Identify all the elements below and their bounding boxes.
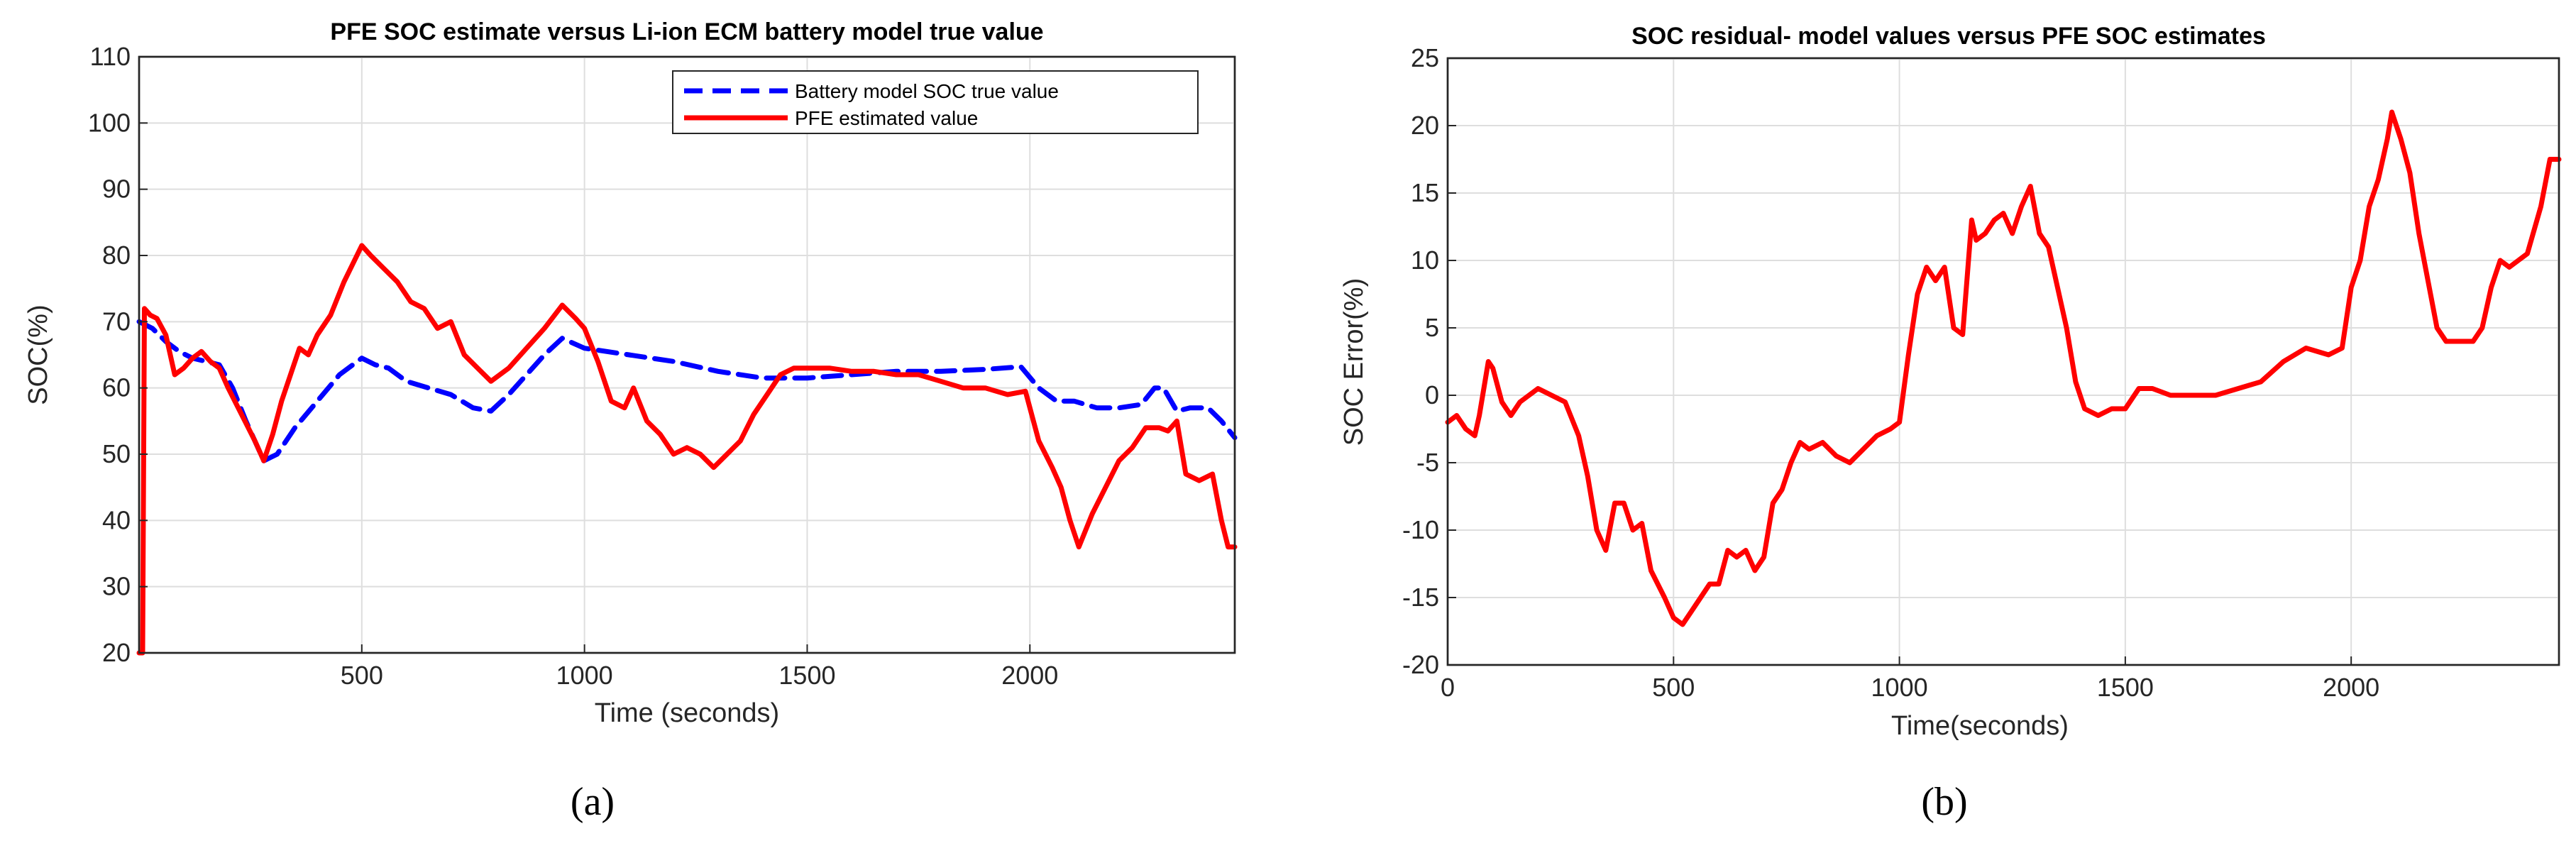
chart-b-xtick-label: 1500 bbox=[2097, 673, 2154, 702]
chart-a-series-line-secondary bbox=[136, 243, 1238, 656]
chart-a-ytick-label: 70 bbox=[102, 307, 131, 336]
chart-a-grid bbox=[139, 57, 1235, 653]
chart-a-ylabel: SOC(%) bbox=[23, 304, 53, 405]
chart-a-xlabel: Time (seconds) bbox=[595, 698, 779, 728]
chart-b: SOC residual- model values versus PFE SO… bbox=[1339, 23, 2562, 824]
chart-a-ytick-label: 40 bbox=[102, 505, 131, 534]
chart-a-title: PFE SOC estimate versus Li-ion ECM batte… bbox=[330, 18, 1043, 45]
chart-b-ytick-label: 25 bbox=[1411, 43, 1439, 72]
chart-a-ticks: 500 1000 1500 2000 20 30 40 50 60 70 80 90 100 110 bbox=[88, 42, 1058, 690]
chart-b-ticks: 0 500 1000 1500 2000 -20 -15 -10 -5 0 5 10 15 20 25 bbox=[1402, 43, 2379, 702]
chart-b-xtick-label: 500 bbox=[1652, 673, 1695, 702]
legend-label-pfe-estimate: PFE estimated value bbox=[795, 107, 978, 129]
legend-label-battery-model: Battery model SOC true value bbox=[795, 80, 1059, 102]
chart-b-xtick-label: 0 bbox=[1441, 673, 1455, 702]
chart-b-series-line-primary bbox=[1445, 109, 2562, 627]
chart-a-ytick-label: 90 bbox=[102, 175, 131, 204]
chart-a-plot-area bbox=[138, 55, 1236, 654]
legend-box bbox=[672, 70, 1199, 134]
chart-b-ytick-label: 10 bbox=[1411, 246, 1439, 275]
chart-a-xtick-label: 1500 bbox=[778, 661, 835, 690]
chart-a-xtick-label: 500 bbox=[341, 661, 383, 690]
chart-b-ytick-label: -5 bbox=[1416, 448, 1439, 477]
chart-b-ytick-label: 5 bbox=[1425, 313, 1439, 342]
chart-a-ytick-label: 100 bbox=[88, 108, 131, 137]
chart-b-xtick-label: 2000 bbox=[2323, 673, 2379, 702]
chart-a-ytick-label: 80 bbox=[102, 241, 131, 270]
chart-b-plot-border bbox=[1446, 57, 2560, 666]
chart-b-ytick-label: -20 bbox=[1402, 650, 1439, 679]
chart-b-plot-area bbox=[1446, 57, 2560, 666]
chart-b-ytick-label: -15 bbox=[1402, 583, 1439, 612]
chart-a-xtick-label: 2000 bbox=[1001, 661, 1058, 690]
chart-a-ytick-label: 60 bbox=[102, 373, 131, 402]
chart-a: PFE SOC estimate versus Li-ion ECM batte… bbox=[23, 18, 1238, 824]
chart-b-series bbox=[1445, 109, 2562, 627]
chart-a-legend: Battery model SOC true value PFE estimat… bbox=[672, 70, 1199, 134]
chart-a-ytick-label: 30 bbox=[102, 572, 131, 601]
chart-a-plot-border bbox=[138, 55, 1236, 654]
chart-a-ytick-label: 50 bbox=[102, 439, 131, 468]
chart-b-xtick-label: 1000 bbox=[1871, 673, 1928, 702]
chart-a-ytick-label: 20 bbox=[102, 638, 131, 667]
panel-label-a: (a) bbox=[571, 780, 615, 824]
chart-a-series bbox=[136, 243, 1238, 656]
chart-b-ytick-label: 0 bbox=[1425, 380, 1439, 409]
panel-label-b: (b) bbox=[1921, 780, 1967, 824]
chart-b-ytick-label: 20 bbox=[1411, 111, 1439, 140]
chart-b-ytick-label: -10 bbox=[1402, 515, 1439, 544]
chart-b-xlabel: Time(seconds) bbox=[1891, 711, 2069, 741]
chart-b-ytick-label: 15 bbox=[1411, 178, 1439, 207]
chart-a-ytick-label: 110 bbox=[90, 42, 131, 71]
chart-b-title: SOC residual- model values versus PFE SO… bbox=[1631, 23, 2266, 50]
chart-b-ylabel: SOC Error(%) bbox=[1339, 278, 1369, 446]
chart-a-xtick-label: 1000 bbox=[556, 661, 613, 690]
